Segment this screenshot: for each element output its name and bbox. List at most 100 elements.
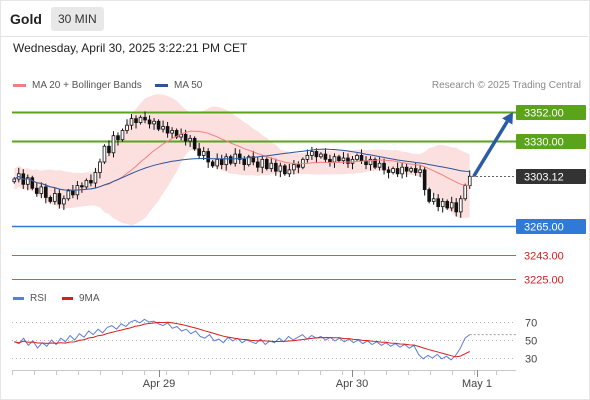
- candle-body: [386, 169, 391, 173]
- resistance-tag-1: [516, 134, 586, 149]
- candle-body: [197, 148, 201, 156]
- x-axis-label: Apr 29: [143, 378, 175, 390]
- candle-body: [170, 130, 174, 134]
- legend-rsi: RSI: [13, 293, 47, 304]
- candle-body: [125, 124, 129, 131]
- candle-body: [210, 161, 215, 167]
- candle-body: [80, 185, 84, 188]
- projection-arrow-head: [502, 112, 513, 125]
- candle-body: [368, 158, 373, 166]
- bollinger-band-area: [14, 94, 470, 226]
- candle-body: [337, 156, 341, 162]
- candle-body: [296, 164, 301, 168]
- timeframe-badge[interactable]: 30 MIN: [51, 7, 104, 31]
- candle-body: [25, 177, 30, 185]
- resistance-level-label-1: 3330.00: [524, 137, 564, 149]
- candle-body: [373, 158, 377, 168]
- candle-body: [292, 164, 296, 171]
- candle-body: [436, 198, 440, 208]
- last-price-value: 3303.12: [524, 172, 564, 184]
- support-level-label-5: 3225.00: [524, 275, 564, 287]
- rsi-label: RSI: [30, 293, 47, 304]
- candle-body: [305, 155, 310, 160]
- candle-body: [93, 172, 98, 184]
- projection-arrow-shaft: [472, 120, 509, 178]
- candle-body: [188, 137, 192, 142]
- pivot-level-label-3: 3265.00: [524, 222, 564, 234]
- last-price-tag: [516, 169, 586, 184]
- candle-body: [102, 145, 107, 163]
- instrument-title: Gold: [10, 11, 42, 27]
- rsi-swatch: [13, 297, 24, 300]
- candle-body: [278, 165, 283, 172]
- candle-body: [39, 186, 44, 194]
- candle-body: [219, 158, 224, 166]
- candle-body: [201, 151, 206, 156]
- rsi-9ma-line: [14, 321, 470, 358]
- candle-body: [120, 130, 125, 141]
- candle-body: [440, 200, 445, 208]
- candle-body: [224, 156, 229, 166]
- candle-body: [251, 156, 256, 163]
- timestamp: Wednesday, April 30, 2025 3:22:21 PM CET: [13, 41, 248, 55]
- candle-body: [66, 190, 71, 200]
- candle-body: [44, 186, 48, 198]
- chart-header: Gold 30 MIN: [0, 0, 588, 37]
- candle-body: [116, 135, 120, 141]
- candle-body: [377, 162, 382, 168]
- candle-body: [274, 162, 278, 172]
- candle-body: [30, 177, 35, 189]
- candle-body: [35, 187, 39, 194]
- candle-body: [237, 153, 242, 160]
- candle-body: [161, 126, 165, 130]
- candle-body: [12, 178, 17, 183]
- rsi-tick-label: 30: [525, 354, 537, 366]
- candle-body: [71, 190, 75, 196]
- ma50-line: [14, 148, 470, 191]
- pivot-tag-3: [516, 219, 586, 234]
- candle-body: [463, 185, 468, 200]
- support-level-label-4: 3243.00: [524, 251, 564, 263]
- candle-body: [413, 168, 418, 173]
- candle-body: [111, 135, 116, 154]
- candle-body: [62, 198, 66, 205]
- ma20-label: MA 20 + Bollinger Bands: [32, 80, 142, 91]
- candle-body: [355, 155, 359, 160]
- legend-ma20: MA 20 + Bollinger Bands: [13, 80, 142, 91]
- candle-body: [265, 158, 269, 169]
- rsi-tick-label: 70: [525, 318, 537, 330]
- candle-body: [458, 198, 463, 213]
- candle-body: [404, 166, 409, 172]
- candle-body: [323, 153, 328, 160]
- candle-body: [391, 168, 395, 173]
- candle-body: [48, 197, 53, 202]
- legend-9ma: 9MA: [62, 293, 100, 304]
- candle-body: [183, 133, 188, 142]
- candle-body: [206, 151, 210, 163]
- candle-body: [346, 157, 350, 164]
- candle-body: [53, 193, 57, 202]
- candle-body: [287, 169, 292, 175]
- ma9-label: 9MA: [79, 293, 100, 304]
- candle-body: [129, 118, 134, 126]
- candle-body: [57, 193, 62, 205]
- x-axis-label: Apr 30: [336, 378, 368, 390]
- candle-body: [134, 118, 138, 123]
- candle-body: [427, 189, 431, 202]
- candle-body: [246, 156, 251, 166]
- rsi-tick-label: 50: [525, 336, 537, 348]
- candle-body: [192, 137, 197, 150]
- ma9-swatch: [62, 297, 73, 300]
- candle-body: [242, 158, 247, 166]
- candle-body: [98, 161, 102, 173]
- candle-body: [449, 202, 454, 209]
- ma50-swatch: [155, 84, 168, 87]
- resistance-tag-0: [516, 105, 586, 120]
- credit-text: Research © 2025 Trading Central: [431, 80, 581, 91]
- candle-body: [152, 120, 156, 125]
- candle-body: [341, 157, 346, 162]
- candle-body: [89, 179, 93, 184]
- ma50-label: MA 50: [174, 80, 203, 91]
- candle-body: [467, 175, 472, 187]
